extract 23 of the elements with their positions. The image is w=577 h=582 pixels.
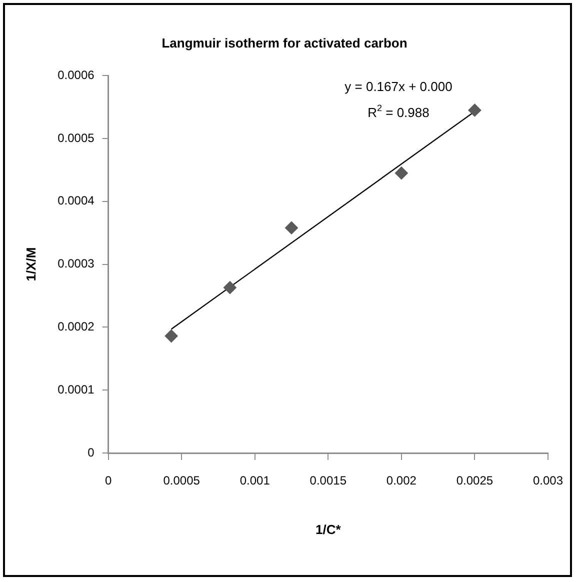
annotation: y = 0.167x + 0.000: [344, 79, 452, 94]
point: [468, 104, 482, 117]
point: [285, 221, 298, 234]
y-tick-label: 0.0002: [58, 320, 95, 334]
point: [164, 330, 178, 343]
x-tick-label: 0.0025: [456, 474, 494, 488]
y-tick-label: 0.0006: [58, 68, 95, 82]
y-tick-label: 0.0004: [58, 194, 95, 208]
y-tick-label: 0: [88, 445, 95, 460]
x-axis-title: 1/C*: [315, 522, 342, 537]
y-tick-label: 0.0003: [58, 256, 95, 271]
y-axis-title: 1/X/M: [23, 247, 38, 282]
x-tick-label: 0.0005: [163, 474, 200, 488]
x-tick-label: 0.001: [240, 474, 270, 488]
point: [394, 166, 408, 180]
x-tick-label: 0: [104, 474, 112, 488]
y-tick-label: 0.0001: [58, 382, 95, 396]
point: [223, 281, 236, 294]
x-tick-label: 0.002: [386, 474, 417, 488]
y-tick-label: 0.0005: [58, 130, 95, 145]
x-tick-label: 0.0015: [310, 474, 347, 488]
chart-title: Langmuir isotherm for activated carbon: [162, 35, 408, 50]
x-tick-label: 0.003: [532, 474, 564, 488]
